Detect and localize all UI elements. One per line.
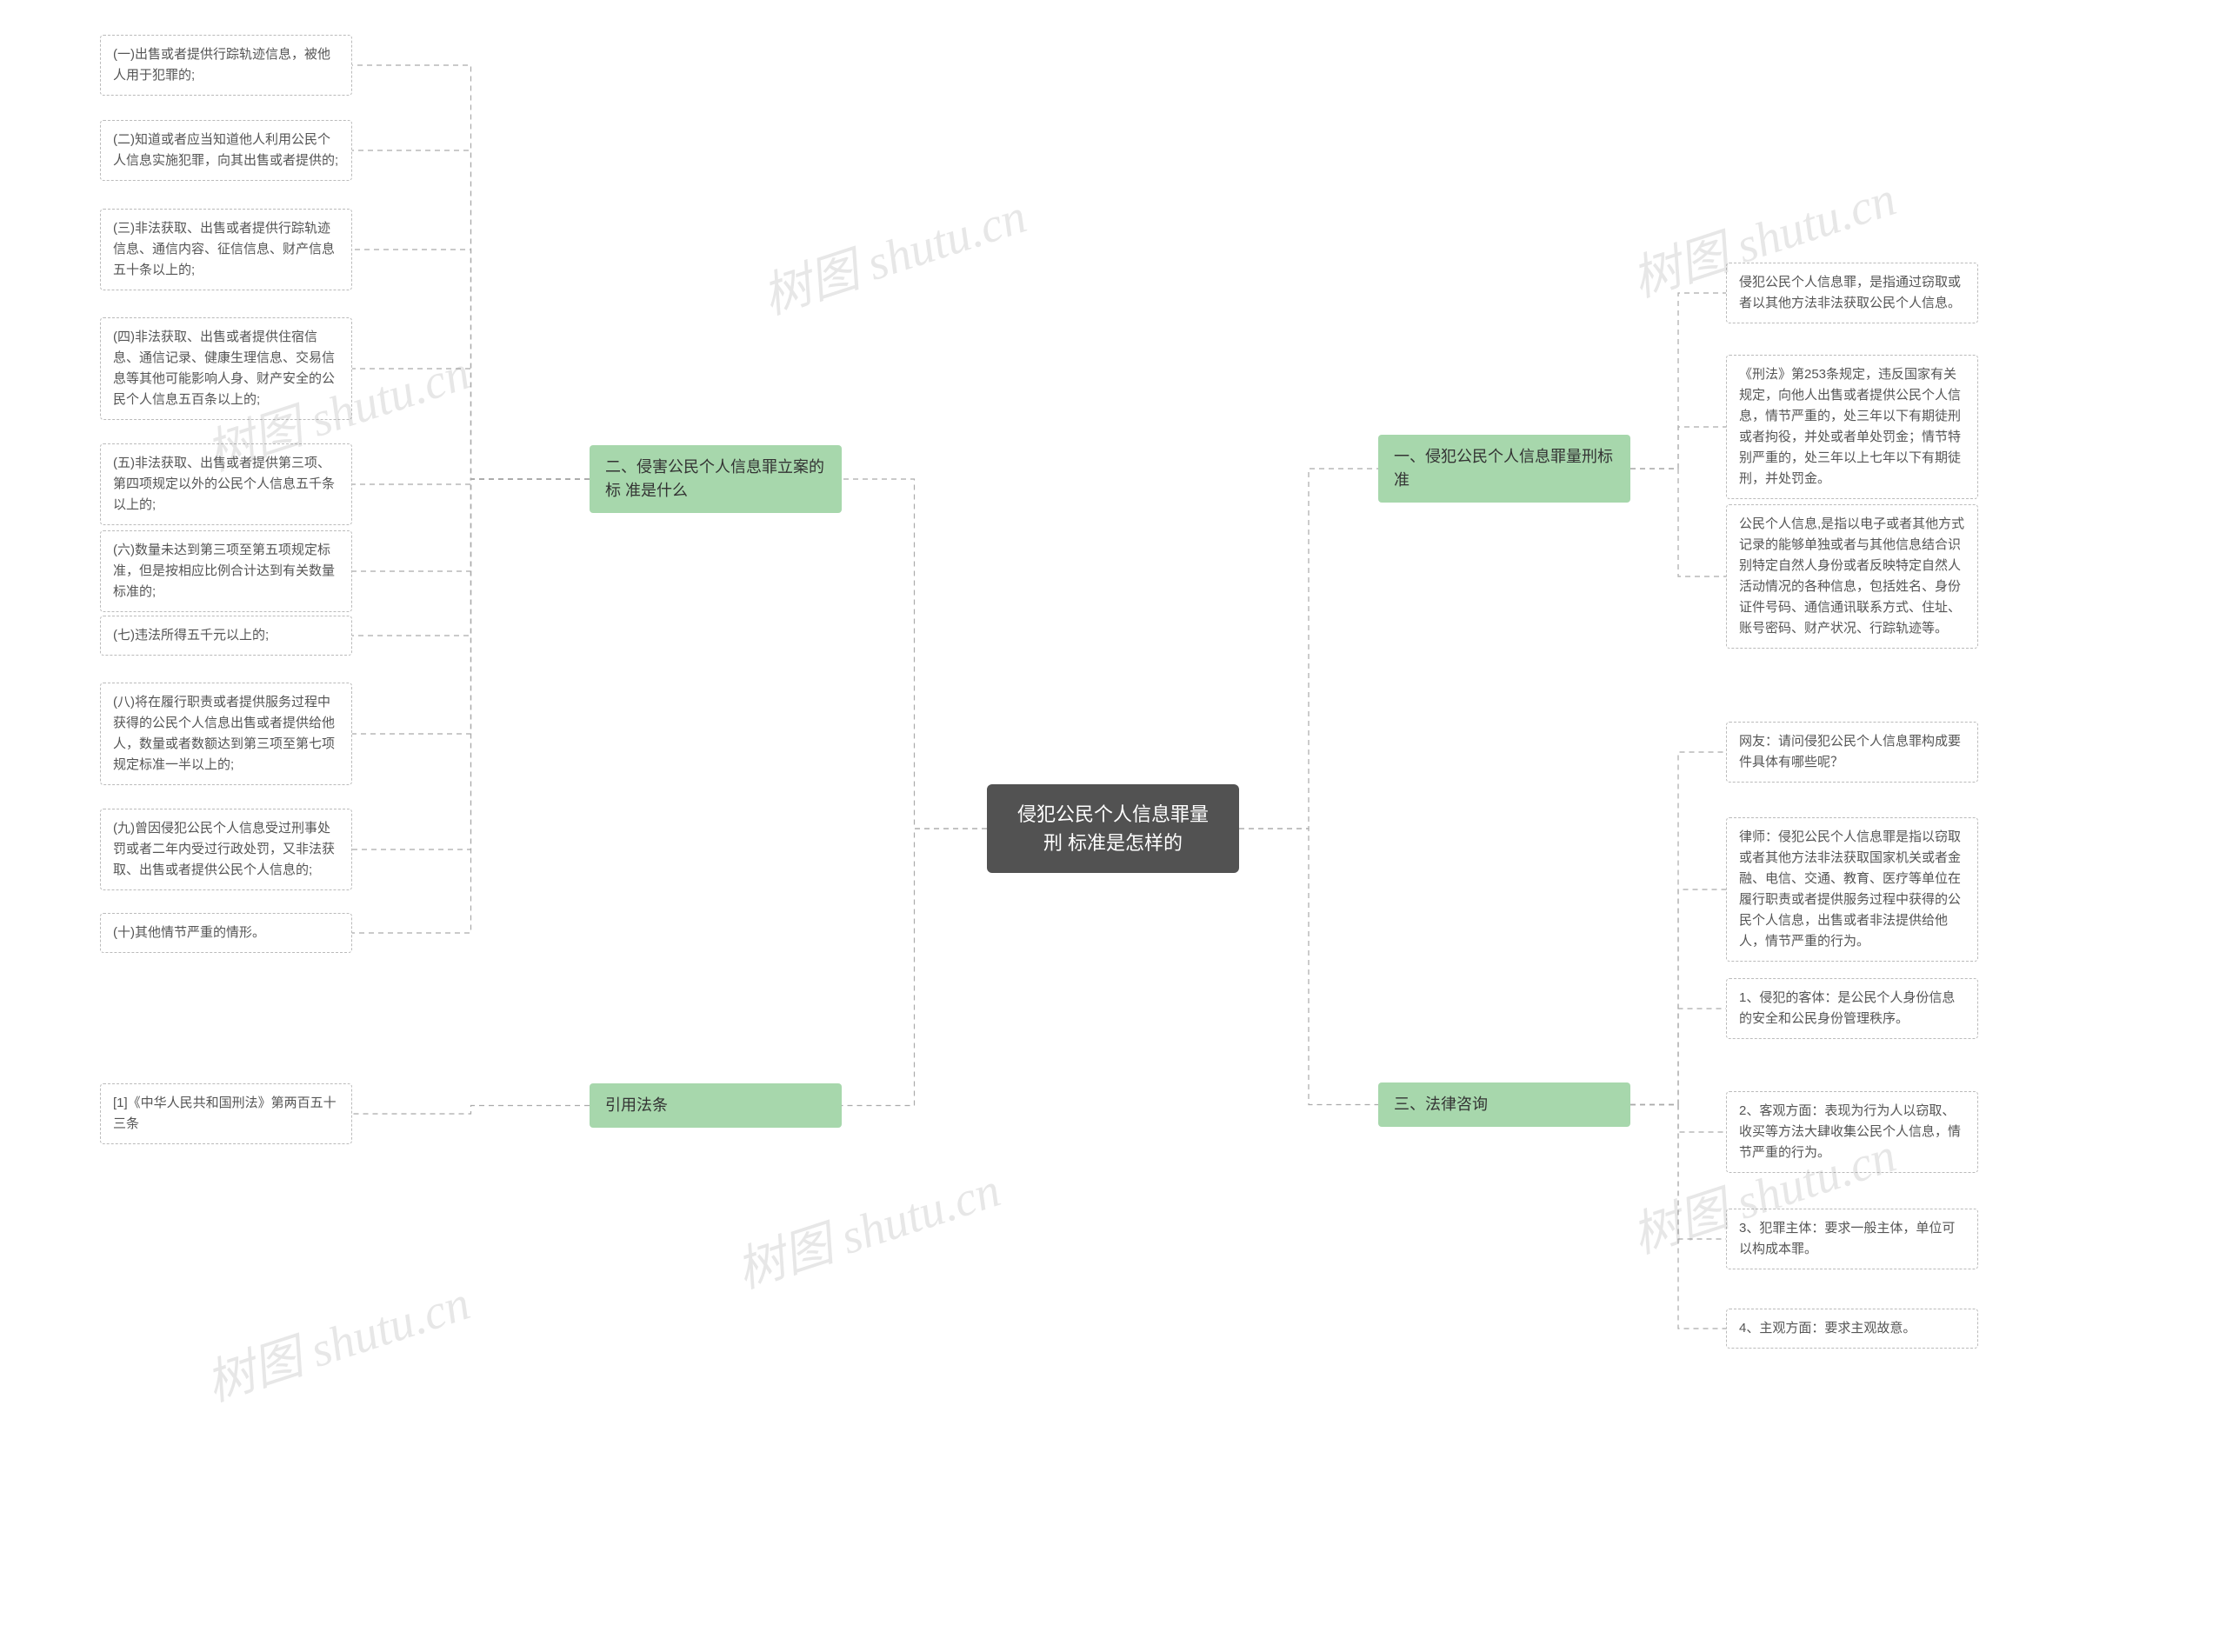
leaf-label: 3、犯罪主体：要求一般主体，单位可以构成本罪。: [1739, 1221, 1955, 1256]
watermark: 树图 shutu.cn: [196, 1263, 477, 1415]
branch-1-label: 一、侵犯公民个人信息罪量刑标准: [1394, 448, 1613, 489]
leaf-label: 4、主观方面：要求主观故意。: [1739, 1321, 1916, 1336]
leaf-label: [1]《中华人民共和国刑法》第两百五十三条: [113, 1096, 337, 1131]
leaf-node[interactable]: 公民个人信息,是指以电子或者其他方式记录的能够单独或者与其他信息结合识别特定自然…: [1726, 504, 1978, 649]
leaf-node[interactable]: (三)非法获取、出售或者提供行踪轨迹信息、通信内容、征信信息、财产信息五十条以上…: [100, 209, 352, 290]
leaf-label: 公民个人信息,是指以电子或者其他方式记录的能够单独或者与其他信息结合识别特定自然…: [1739, 516, 1964, 636]
leaf-node[interactable]: 《刑法》第253条规定，违反国家有关规定，向他人出售或者提供公民个人信息，情节严…: [1726, 355, 1978, 499]
leaf-label: (二)知道或者应当知道他人利用公民个人信息实施犯罪，向其出售或者提供的;: [113, 132, 338, 168]
leaf-node[interactable]: (七)违法所得五千元以上的;: [100, 616, 352, 656]
leaf-node[interactable]: [1]《中华人民共和国刑法》第两百五十三条: [100, 1083, 352, 1144]
leaf-node[interactable]: 3、犯罪主体：要求一般主体，单位可以构成本罪。: [1726, 1209, 1978, 1269]
leaf-node[interactable]: (九)曾因侵犯公民个人信息受过刑事处罚或者二年内受过行政处罚，又非法获取、出售或…: [100, 809, 352, 890]
leaf-node[interactable]: (十)其他情节严重的情形。: [100, 913, 352, 953]
branch-section-3[interactable]: 三、法律咨询: [1378, 1082, 1630, 1127]
leaf-label: (五)非法获取、出售或者提供第三项、第四项规定以外的公民个人信息五千条以上的;: [113, 456, 335, 512]
leaf-label: (四)非法获取、出售或者提供住宿信息、通信记录、健康生理信息、交易信息等其他可能…: [113, 330, 335, 407]
leaf-node[interactable]: (一)出售或者提供行踪轨迹信息，被他人用于犯罪的;: [100, 35, 352, 96]
leaf-label: (十)其他情节严重的情形。: [113, 925, 265, 940]
branch-section-1[interactable]: 一、侵犯公民个人信息罪量刑标准: [1378, 435, 1630, 503]
leaf-label: 网友：请问侵犯公民个人信息罪构成要件具体有哪些呢？: [1739, 734, 1961, 769]
watermark: 树图 shutu.cn: [752, 177, 1034, 328]
leaf-node[interactable]: (五)非法获取、出售或者提供第三项、第四项规定以外的公民个人信息五千条以上的;: [100, 443, 352, 525]
leaf-node[interactable]: 网友：请问侵犯公民个人信息罪构成要件具体有哪些呢？: [1726, 722, 1978, 783]
watermark: 树图 shutu.cn: [726, 1150, 1008, 1302]
leaf-label: 2、客观方面：表现为行为人以窃取、收买等方法大肆收集公民个人信息，情节严重的行为…: [1739, 1103, 1961, 1160]
leaf-node[interactable]: 1、侵犯的客体：是公民个人身份信息的安全和公民身份管理秩序。: [1726, 978, 1978, 1039]
leaf-node[interactable]: 2、客观方面：表现为行为人以窃取、收买等方法大肆收集公民个人信息，情节严重的行为…: [1726, 1091, 1978, 1173]
leaf-label: 1、侵犯的客体：是公民个人身份信息的安全和公民身份管理秩序。: [1739, 990, 1955, 1026]
leaf-label: (六)数量未达到第三项至第五项规定标准，但是按相应比例合计达到有关数量标准的;: [113, 543, 335, 599]
branch-3-label: 三、法律咨询: [1394, 1096, 1488, 1113]
branch-section-2[interactable]: 二、侵害公民个人信息罪立案的标 准是什么: [590, 445, 842, 513]
branch-4-label: 引用法条: [605, 1096, 668, 1114]
leaf-label: (一)出售或者提供行踪轨迹信息，被他人用于犯罪的;: [113, 47, 330, 83]
leaf-node[interactable]: (四)非法获取、出售或者提供住宿信息、通信记录、健康生理信息、交易信息等其他可能…: [100, 317, 352, 420]
branch-references[interactable]: 引用法条: [590, 1083, 842, 1128]
root-node[interactable]: 侵犯公民个人信息罪量刑 标准是怎样的: [987, 784, 1239, 873]
branch-2-label: 二、侵害公民个人信息罪立案的标 准是什么: [605, 458, 824, 499]
leaf-label: (八)将在履行职责或者提供服务过程中获得的公民个人信息出售或者提供给他人，数量或…: [113, 695, 335, 772]
leaf-label: (三)非法获取、出售或者提供行踪轨迹信息、通信内容、征信信息、财产信息五十条以上…: [113, 221, 335, 277]
leaf-label: (七)违法所得五千元以上的;: [113, 628, 269, 643]
root-label: 侵犯公民个人信息罪量刑 标准是怎样的: [1017, 803, 1209, 854]
leaf-node[interactable]: 4、主观方面：要求主观故意。: [1726, 1309, 1978, 1349]
leaf-node[interactable]: 侵犯公民个人信息罪，是指通过窃取或者以其他方法非法获取公民个人信息。: [1726, 263, 1978, 323]
leaf-node[interactable]: (二)知道或者应当知道他人利用公民个人信息实施犯罪，向其出售或者提供的;: [100, 120, 352, 181]
leaf-label: 律师：侵犯公民个人信息罪是指以窃取或者其他方法非法获取国家机关或者金融、电信、交…: [1739, 829, 1961, 949]
leaf-node[interactable]: (八)将在履行职责或者提供服务过程中获得的公民个人信息出售或者提供给他人，数量或…: [100, 683, 352, 785]
leaf-label: (九)曾因侵犯公民个人信息受过刑事处罚或者二年内受过行政处罚，又非法获取、出售或…: [113, 821, 335, 877]
leaf-label: 《刑法》第253条规定，违反国家有关规定，向他人出售或者提供公民个人信息，情节严…: [1739, 367, 1961, 486]
leaf-node[interactable]: 律师：侵犯公民个人信息罪是指以窃取或者其他方法非法获取国家机关或者金融、电信、交…: [1726, 817, 1978, 962]
leaf-label: 侵犯公民个人信息罪，是指通过窃取或者以其他方法非法获取公民个人信息。: [1739, 275, 1961, 310]
leaf-node[interactable]: (六)数量未达到第三项至第五项规定标准，但是按相应比例合计达到有关数量标准的;: [100, 530, 352, 612]
